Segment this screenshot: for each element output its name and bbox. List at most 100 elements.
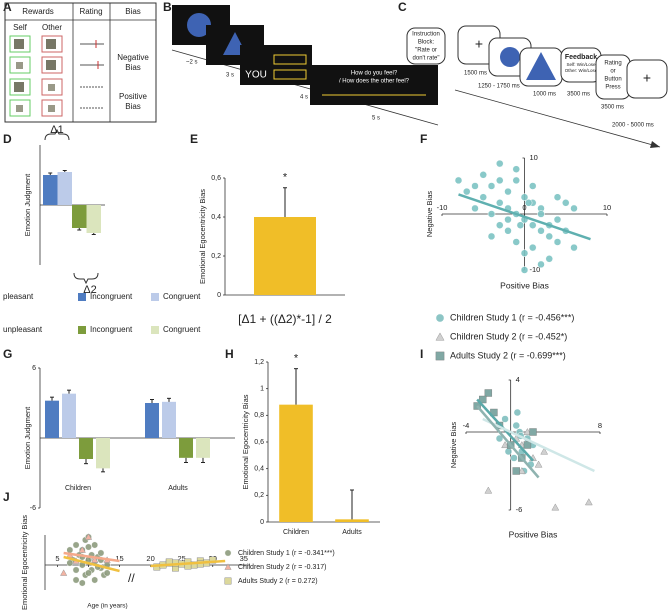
- point: [496, 159, 504, 168]
- point: [524, 199, 533, 207]
- x-axis-label: Age (in years): [87, 603, 127, 610]
- legend-label: Children Study 2 (r = -0.317): [238, 564, 327, 571]
- legend-swatch: [78, 326, 86, 334]
- panel-label: F: [420, 132, 427, 146]
- point: [103, 569, 111, 577]
- fit-line: [63, 551, 120, 563]
- legend-group: unpleasant: [3, 325, 43, 334]
- screen: [240, 45, 312, 85]
- y-axis-label: Emotional Egocentricity Bias: [241, 394, 250, 489]
- reward-icons: [9, 35, 104, 117]
- point: [504, 447, 513, 456]
- x-tick-label: Children: [283, 529, 309, 536]
- bar: [96, 438, 110, 469]
- x-tick-label: Adults: [342, 529, 362, 536]
- point: [537, 227, 545, 235]
- point: [520, 193, 529, 201]
- legend-marker: [224, 577, 232, 585]
- time-label: 3500 ms: [567, 92, 590, 98]
- point: [513, 408, 522, 417]
- instruction: Instruction: [412, 32, 440, 38]
- bar: [45, 400, 59, 438]
- point: [91, 576, 99, 584]
- instruction: don't rate": [413, 56, 440, 62]
- fit-line: [482, 417, 595, 473]
- panel-label: D: [3, 132, 12, 146]
- point: [553, 215, 562, 224]
- point: [529, 428, 537, 436]
- bias-label: Bias: [125, 63, 141, 72]
- y-tick-label: 0,4: [211, 214, 221, 221]
- y-tick-label: 0: [260, 519, 264, 526]
- y-tick-label: 1: [260, 386, 264, 393]
- y-axis-label: Emotion Judgment: [23, 173, 32, 236]
- x-tick-label: 10: [603, 203, 611, 212]
- x-axis-label: Positive Bias: [509, 529, 558, 539]
- bar: [62, 393, 76, 438]
- box: [406, 27, 446, 65]
- legend-marker: [224, 549, 232, 557]
- panel-label: B: [163, 0, 172, 14]
- x-tick-label: Children: [65, 485, 91, 492]
- subheader: Self: [13, 23, 28, 32]
- table-frame: [4, 2, 157, 123]
- point: [91, 556, 99, 563]
- time-label: 2000 - 5000 ms: [612, 123, 654, 129]
- legend-label: Children Study 1 (r = -0.456***): [450, 312, 574, 322]
- legend-marker: [435, 351, 445, 361]
- point: [551, 503, 560, 511]
- point: [66, 559, 74, 567]
- bias-label: Positive: [119, 92, 148, 101]
- legend-label: Incongruent: [90, 292, 133, 301]
- legend-swatch: [78, 293, 86, 301]
- bar: [179, 438, 193, 458]
- point: [85, 569, 92, 577]
- point: [512, 165, 520, 173]
- point: [487, 182, 496, 190]
- axis-break: //: [128, 571, 135, 585]
- point: [496, 199, 504, 207]
- significance: *: [283, 172, 288, 184]
- bar: [254, 217, 316, 295]
- y-tick-label: -6: [516, 505, 523, 514]
- y-axis-label: Emotion Judgment: [23, 406, 32, 469]
- point: [496, 176, 504, 185]
- point: [97, 549, 105, 557]
- point: [209, 556, 217, 564]
- point: [540, 447, 549, 455]
- annotation: Δ1: [50, 124, 63, 136]
- fit-line: [150, 559, 226, 568]
- y-tick-label: -6: [30, 505, 36, 512]
- bar: [79, 438, 93, 459]
- y-tick-label: -10: [530, 265, 541, 274]
- panel-label: E: [190, 132, 198, 146]
- point: [584, 498, 593, 506]
- feedback-detail: Self: Win/Lose: [566, 62, 596, 67]
- point: [537, 260, 545, 269]
- point: [487, 210, 496, 218]
- point: [570, 243, 578, 252]
- time-label: 1000 ms: [533, 92, 556, 98]
- x-tick-label: -4: [463, 421, 470, 430]
- point: [85, 543, 92, 551]
- point: [510, 454, 518, 462]
- y-axis-label: Negative Bias: [425, 191, 434, 238]
- fit-line: [476, 405, 540, 479]
- point: [471, 182, 479, 190]
- instruction: Block:: [418, 40, 435, 46]
- time-label: ~2 s: [186, 60, 198, 66]
- brace: [73, 272, 99, 285]
- point: [545, 255, 553, 263]
- point: [517, 466, 526, 475]
- y-tick-label: 0,8: [254, 412, 264, 419]
- bias-label: Negative: [117, 53, 149, 62]
- box: [273, 54, 307, 65]
- point: [529, 221, 537, 229]
- point: [520, 249, 529, 257]
- panel-label: C: [398, 0, 407, 14]
- y-tick-label: 0,4: [254, 466, 264, 473]
- screen-text: How do you feel?: [351, 71, 398, 77]
- brace: [44, 128, 70, 141]
- point: [512, 467, 520, 475]
- fixation: +: [643, 70, 651, 86]
